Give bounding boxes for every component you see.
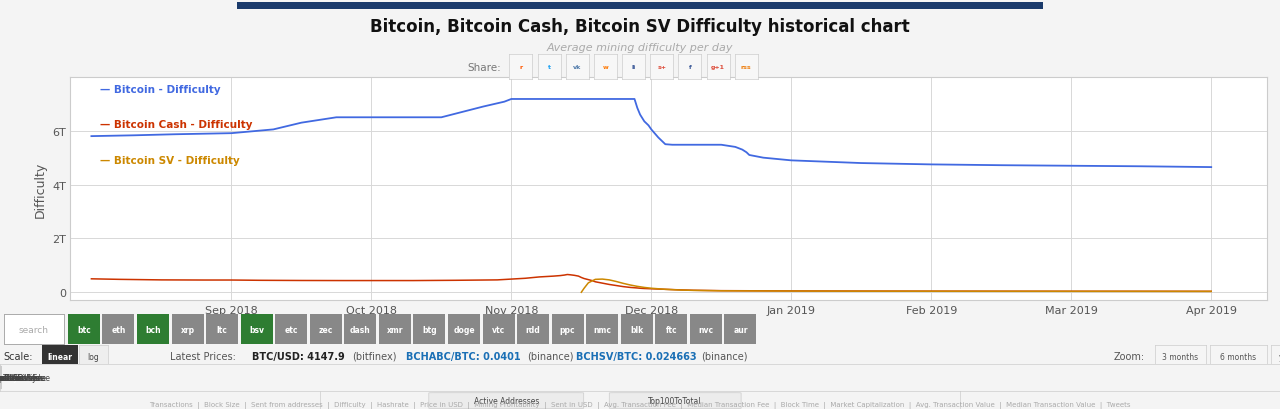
Text: linear: linear <box>47 353 73 361</box>
Text: Price in USD: Price in USD <box>0 373 24 382</box>
Text: Mining Profitability: Mining Profitability <box>0 373 37 382</box>
Text: Block Time: Block Time <box>0 373 22 382</box>
Text: Sent in USD: Sent in USD <box>0 373 23 382</box>
Text: r: r <box>520 65 522 70</box>
Text: — Bitcoin SV - Difficulty: — Bitcoin SV - Difficulty <box>100 156 241 166</box>
Text: t: t <box>548 65 550 70</box>
Text: Zoom:: Zoom: <box>1114 351 1144 361</box>
Text: etc: etc <box>284 325 298 334</box>
Text: ppc: ppc <box>559 325 576 334</box>
Text: Sent from addresses: Sent from addresses <box>0 373 40 382</box>
Text: ltc: ltc <box>216 325 228 334</box>
Text: (bitfinex): (bitfinex) <box>352 351 397 361</box>
Text: doge: doge <box>453 325 475 334</box>
FancyBboxPatch shape <box>609 393 741 409</box>
Text: dash: dash <box>349 325 371 334</box>
Text: BCHSV/BTC: 0.024663: BCHSV/BTC: 0.024663 <box>576 351 696 361</box>
Text: year: year <box>1279 353 1280 361</box>
Text: BTC/USD: 4147.9: BTC/USD: 4147.9 <box>252 351 344 361</box>
Text: f: f <box>689 65 691 70</box>
FancyBboxPatch shape <box>429 393 584 409</box>
Text: 3 months: 3 months <box>1162 353 1198 361</box>
Text: vtc: vtc <box>492 325 506 334</box>
Text: Avg. Transaction Value: Avg. Transaction Value <box>0 373 45 382</box>
Text: ftc: ftc <box>666 325 677 334</box>
Text: w: w <box>603 65 608 70</box>
Text: g+1: g+1 <box>712 65 724 70</box>
Text: Bitcoin, Bitcoin Cash, Bitcoin SV Difficulty historical chart: Bitcoin, Bitcoin Cash, Bitcoin SV Diffic… <box>370 18 910 36</box>
Text: nmc: nmc <box>593 325 612 334</box>
Text: log: log <box>87 353 100 361</box>
Text: Average mining difficulty per day: Average mining difficulty per day <box>547 43 733 53</box>
Text: Hashrate: Hashrate <box>0 373 18 382</box>
Text: xmr: xmr <box>387 325 403 334</box>
Text: rdd: rdd <box>526 325 540 334</box>
Text: Share:: Share: <box>467 63 500 72</box>
Text: Scale:: Scale: <box>4 351 33 361</box>
Text: bsv: bsv <box>250 325 264 334</box>
Text: s+: s+ <box>657 65 667 70</box>
Text: search: search <box>19 325 49 334</box>
Text: BCHABC/BTC: 0.0401: BCHABC/BTC: 0.0401 <box>406 351 521 361</box>
Text: rss: rss <box>741 65 751 70</box>
Text: — Bitcoin - Difficulty: — Bitcoin - Difficulty <box>100 84 221 94</box>
Text: Median Transaction Value: Median Transaction Value <box>0 373 50 382</box>
Text: Tweets: Tweets <box>0 373 14 382</box>
Text: xrp: xrp <box>180 325 195 334</box>
Text: nvc: nvc <box>699 325 713 334</box>
Text: eth: eth <box>111 325 125 334</box>
Text: bch: bch <box>145 325 161 334</box>
Text: Median Transaction Fee: Median Transaction Fee <box>0 373 46 382</box>
Text: li: li <box>631 65 636 70</box>
Text: Top100ToTotal: Top100ToTotal <box>649 396 701 405</box>
Text: Avg. Transaction Fee: Avg. Transaction Fee <box>0 373 40 382</box>
Text: Transactions  |  Block Size  |  Sent from addresses  |  Difficulty  |  Hashrate : Transactions | Block Size | Sent from ad… <box>150 401 1130 408</box>
Text: (binance): (binance) <box>701 351 748 361</box>
Text: Difficulty: Difficulty <box>0 373 18 382</box>
Text: zec: zec <box>319 325 333 334</box>
Text: vk: vk <box>573 65 581 70</box>
Text: Market Capitalization: Market Capitalization <box>0 373 42 382</box>
Text: (binance): (binance) <box>527 351 573 361</box>
Text: Active Addresses: Active Addresses <box>474 396 539 405</box>
Text: Transactions: Transactions <box>0 373 24 382</box>
Text: btg: btg <box>422 325 436 334</box>
Text: Latest Prices:: Latest Prices: <box>170 351 239 361</box>
Text: btc: btc <box>77 325 91 334</box>
Y-axis label: Difficulty: Difficulty <box>33 161 47 217</box>
Text: blk: blk <box>630 325 644 334</box>
Text: — Bitcoin Cash - Difficulty: — Bitcoin Cash - Difficulty <box>100 120 253 130</box>
Text: Block Size: Block Size <box>0 373 19 382</box>
Text: 6 months: 6 months <box>1220 353 1257 361</box>
Text: aur: aur <box>733 325 748 334</box>
